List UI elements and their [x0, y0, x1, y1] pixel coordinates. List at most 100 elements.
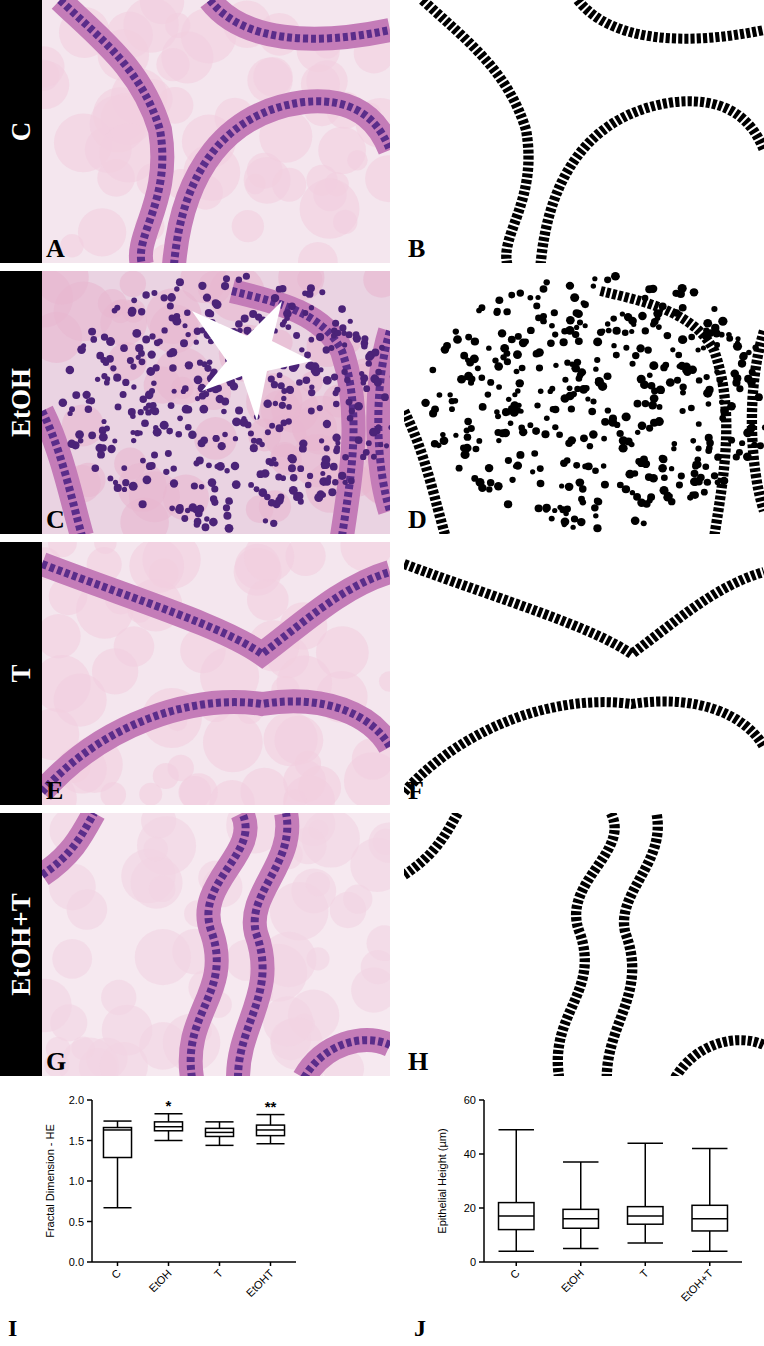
min-cap [205, 1145, 233, 1147]
tissue [42, 271, 390, 534]
binary-cell [715, 479, 721, 485]
binary-cell [634, 400, 642, 408]
binary-cell [565, 440, 573, 447]
binary-cell [532, 427, 540, 435]
binary-cell [604, 372, 612, 380]
binary-nuclei [404, 813, 458, 875]
cell [251, 438, 257, 444]
cell [218, 442, 226, 450]
binary-cell [468, 425, 475, 432]
binary-cell [749, 369, 756, 376]
binary-cell [486, 486, 492, 492]
cell [177, 415, 183, 421]
binary-cell [530, 469, 535, 474]
lumen-texture [272, 168, 306, 202]
cell [344, 377, 351, 384]
binary-cell [683, 368, 692, 376]
binary-cell [714, 369, 720, 374]
binary-image [404, 0, 764, 263]
binary-cell [552, 508, 557, 513]
epithelium [60, 0, 162, 263]
binary-cell [703, 374, 709, 380]
binary-cell [513, 350, 522, 359]
lumen-texture [365, 155, 390, 202]
lower-whisker [516, 1230, 518, 1252]
cell [225, 497, 232, 504]
lumen-texture [150, 304, 199, 353]
cell [103, 359, 109, 365]
box [692, 1205, 727, 1231]
cell [335, 330, 342, 337]
cell [277, 372, 283, 378]
cell [196, 456, 204, 464]
binary-cell [553, 363, 558, 368]
lower-whisker [645, 1224, 647, 1243]
lumen-texture [42, 271, 89, 305]
binary-cell [465, 334, 472, 341]
cell [151, 381, 156, 386]
cell [302, 310, 308, 316]
cell [153, 364, 160, 371]
cell [250, 444, 258, 452]
binary-cell [678, 335, 687, 344]
epithelium [42, 564, 390, 654]
lumen-texture [171, 377, 193, 399]
cell [284, 315, 289, 320]
binary-cell [487, 479, 495, 486]
row-label: T [6, 664, 36, 682]
binary-cell [625, 470, 634, 479]
cell [339, 324, 346, 331]
cell [360, 454, 366, 460]
binary-cell [560, 338, 568, 346]
cell [198, 282, 206, 290]
cell [148, 350, 156, 358]
cell [259, 442, 265, 448]
binary-cell [661, 474, 668, 481]
binary-cell [702, 463, 709, 470]
cell [231, 462, 239, 470]
binary-cell [649, 285, 658, 293]
binary-cell [457, 375, 466, 384]
cell [161, 327, 167, 333]
x-tick-label: T [212, 1267, 225, 1280]
binary-cell [659, 486, 668, 495]
binary-cell [421, 399, 430, 407]
lumen-texture [274, 716, 323, 765]
binary-cell [478, 484, 486, 492]
binary-cell [705, 434, 713, 442]
cell [167, 293, 176, 302]
binary-cell [527, 295, 533, 301]
lumen-texture [94, 542, 116, 554]
binary-cell [508, 421, 514, 426]
median [256, 1129, 284, 1131]
max-cap [692, 1148, 727, 1150]
marks [499, 1130, 728, 1252]
binary-cell [635, 430, 640, 435]
cell [342, 454, 349, 461]
cell [153, 425, 158, 430]
binary-cell [617, 482, 624, 489]
binary-tissue [423, 0, 764, 263]
binary-cell [593, 513, 598, 518]
binary-image [404, 542, 764, 805]
binary-cell [660, 364, 668, 371]
binary-cell [605, 321, 610, 326]
binary-cell [692, 463, 699, 470]
binary-cell [535, 504, 543, 512]
binary-cell [640, 380, 649, 389]
epithelium [238, 813, 287, 1076]
cell [146, 462, 154, 470]
cell [279, 402, 286, 409]
cell [241, 315, 249, 323]
box [154, 1122, 182, 1131]
max-cap [205, 1121, 233, 1123]
binary-cell [679, 408, 685, 414]
cell [194, 376, 203, 385]
y-tick [87, 1180, 92, 1182]
cell [185, 332, 190, 337]
cell [99, 444, 106, 451]
cell [348, 319, 353, 324]
cell [203, 293, 211, 301]
binary-cell [649, 361, 658, 370]
binary-cell [515, 333, 522, 340]
